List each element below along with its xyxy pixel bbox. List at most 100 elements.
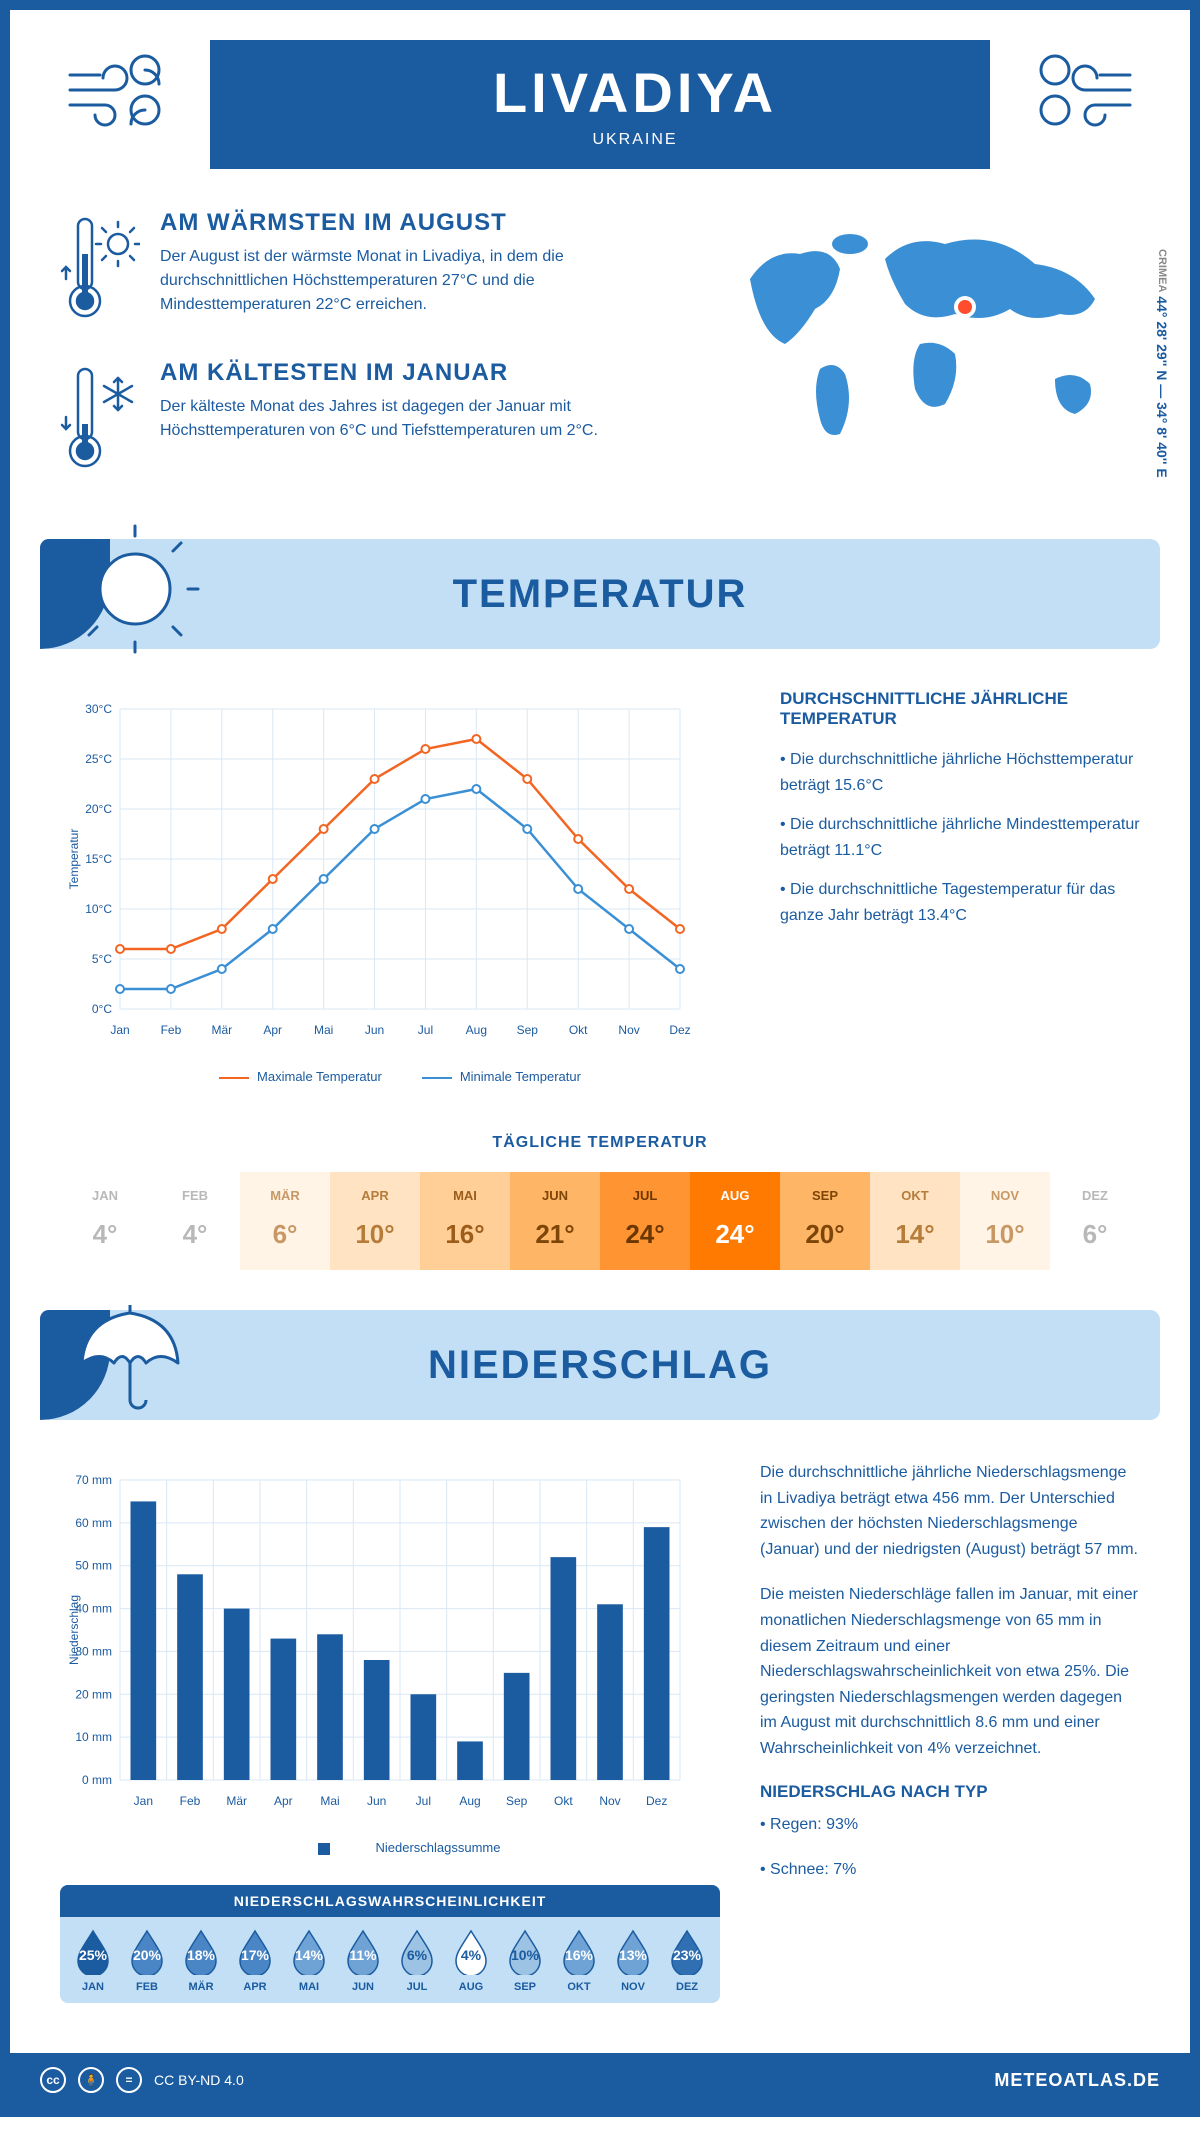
precip-legend: Niederschlagssumme [60,1840,720,1855]
precip-p2: Die meisten Niederschläge fallen im Janu… [760,1582,1140,1761]
footer: cc 🧍 = CC BY-ND 4.0 METEOATLAS.DE [10,2053,1190,2107]
map-icon [720,209,1140,459]
svg-text:Mär: Mär [211,1023,232,1037]
wind-icon [60,45,170,135]
temp-cell: DEZ6° [1050,1172,1140,1270]
svg-text:10 mm: 10 mm [75,1730,112,1744]
region-label: CRIMEA [1156,249,1168,292]
footer-license: cc 🧍 = CC BY-ND 4.0 [40,2067,244,2093]
temp-cell: OKT14° [870,1172,960,1270]
temp-cell: AUG24° [690,1172,780,1270]
daily-temp-grid: JAN4°FEB4°MÄR6°APR10°MAI16°JUN21°JUL24°A… [60,1172,1140,1270]
svg-text:Nov: Nov [618,1023,639,1037]
intro-left: AM WÄRMSTEN IM AUGUST Der August ist der… [60,209,690,509]
temp-cell: SEP20° [780,1172,870,1270]
prob-cell: 11%JUN [336,1929,390,1993]
bar-chart: 0 mm10 mm20 mm30 mm40 mm50 mm60 mm70 mmJ… [60,1460,700,1820]
coordinates: CRIMEA 44° 28' 29'' N — 34° 8' 40'' E [1154,249,1170,478]
header: LIVADIYA UKRAINE [10,10,1190,169]
temp-cell: FEB4° [150,1172,240,1270]
prob-cell: 17%APR [228,1929,282,1993]
license-text: CC BY-ND 4.0 [154,2072,244,2088]
prob-cell: 10%SEP [498,1929,552,1993]
temp-cell: APR10° [330,1172,420,1270]
probability-title: NIEDERSCHLAGSWAHRSCHEINLICHKEIT [60,1885,720,1917]
svg-text:Okt: Okt [554,1794,573,1808]
temp-facts: DURCHSCHNITTLICHE JÄHRLICHE TEMPERATUR •… [780,689,1140,1084]
svg-text:25°C: 25°C [85,752,112,766]
sun-icon [70,524,200,654]
page-title: LIVADIYA [280,60,990,125]
coords-text: 44° 28' 29'' N — 34° 8' 40'' E [1154,296,1170,477]
svg-text:Sep: Sep [517,1023,539,1037]
probability-row: 25%JAN20%FEB18%MÄR17%APR14%MAI11%JUN6%JU… [60,1917,720,2003]
prob-cell: 20%FEB [120,1929,174,1993]
thermometer-hot-icon [60,209,140,329]
title-ribbon: LIVADIYA UKRAINE [210,40,990,169]
temp-cell: NOV10° [960,1172,1050,1270]
umbrella-icon [70,1295,190,1425]
svg-text:0°C: 0°C [92,1002,112,1016]
svg-text:Apr: Apr [263,1023,282,1037]
svg-text:Feb: Feb [180,1794,201,1808]
precip-p1: Die durchschnittliche jährliche Niedersc… [760,1460,1140,1562]
section-header-temp: TEMPERATUR [40,539,1160,649]
coldest-text: Der kälteste Monat des Jahres ist dagege… [160,395,690,443]
prob-cell: 6%JUL [390,1929,444,1993]
svg-text:Jan: Jan [110,1023,129,1037]
svg-text:Mai: Mai [320,1794,339,1808]
svg-text:5°C: 5°C [92,952,112,966]
thermometer-cold-icon [60,359,140,479]
svg-text:15°C: 15°C [85,852,112,866]
section-title: TEMPERATUR [453,572,748,617]
svg-text:Mai: Mai [314,1023,333,1037]
warmest-block: AM WÄRMSTEN IM AUGUST Der August ist der… [60,209,690,329]
svg-text:60 mm: 60 mm [75,1516,112,1530]
svg-text:50 mm: 50 mm [75,1559,112,1573]
line-chart: 0°C5°C10°C15°C20°C25°C30°CJanFebMärAprMa… [60,689,700,1049]
svg-text:Jun: Jun [367,1794,386,1808]
temp-facts-title: DURCHSCHNITTLICHE JÄHRLICHE TEMPERATUR [780,689,1140,729]
precip-legend-label: Niederschlagssumme [280,1840,501,1855]
svg-text:Jul: Jul [418,1023,433,1037]
chart-legend: Maximale Temperatur Minimale Temperatur [60,1069,740,1084]
warmest-text: Der August ist der wärmste Monat in Liva… [160,245,690,317]
svg-text:0 mm: 0 mm [82,1773,112,1787]
precip-rain: • Regen: 93% [760,1812,1140,1838]
daily-temp-title: TÄGLICHE TEMPERATUR [10,1134,1190,1152]
legend-min: Minimale Temperatur [422,1069,581,1084]
svg-text:Aug: Aug [459,1794,480,1808]
page-subtitle: UKRAINE [280,131,990,149]
footer-site: METEOATLAS.DE [994,2070,1160,2091]
prob-cell: 23%DEZ [660,1929,714,1993]
svg-text:Mär: Mär [226,1794,247,1808]
precip-body: 0 mm10 mm20 mm30 mm40 mm50 mm60 mm70 mmJ… [10,1420,1190,2023]
precip-chart-wrap: 0 mm10 mm20 mm30 mm40 mm50 mm60 mm70 mmJ… [60,1460,720,2003]
temp-cell: JAN4° [60,1172,150,1270]
svg-text:Apr: Apr [274,1794,293,1808]
temp-fact-3: • Die durchschnittliche Tagestemperatur … [780,877,1140,928]
precip-text: Die durchschnittliche jährliche Niedersc… [760,1460,1140,2003]
prob-cell: 16%OKT [552,1929,606,1993]
coldest-title: AM KÄLTESTEN IM JANUAR [160,359,690,387]
svg-text:Nov: Nov [599,1794,620,1808]
temp-cell: JUL24° [600,1172,690,1270]
intro-section: AM WÄRMSTEN IM AUGUST Der August ist der… [10,169,1190,539]
page: LIVADIYA UKRAINE AM WÄRMSTEN IM AUGUST [0,0,1200,2117]
prob-cell: 4%AUG [444,1929,498,1993]
svg-text:20°C: 20°C [85,802,112,816]
wind-icon [1030,45,1140,135]
prob-cell: 14%MAI [282,1929,336,1993]
cc-icon: cc [40,2067,66,2093]
svg-text:30°C: 30°C [85,702,112,716]
precip-type-title: NIEDERSCHLAG NACH TYP [760,1782,1140,1802]
temp-cell: JUN21° [510,1172,600,1270]
temp-cell: MAI16° [420,1172,510,1270]
svg-text:Sep: Sep [506,1794,528,1808]
svg-text:Temperatur: Temperatur [67,829,81,890]
probability-box: NIEDERSCHLAGSWAHRSCHEINLICHKEIT 25%JAN20… [60,1885,720,2003]
svg-text:Feb: Feb [161,1023,182,1037]
svg-text:20 mm: 20 mm [75,1687,112,1701]
nd-icon: = [116,2067,142,2093]
svg-text:70 mm: 70 mm [75,1473,112,1487]
